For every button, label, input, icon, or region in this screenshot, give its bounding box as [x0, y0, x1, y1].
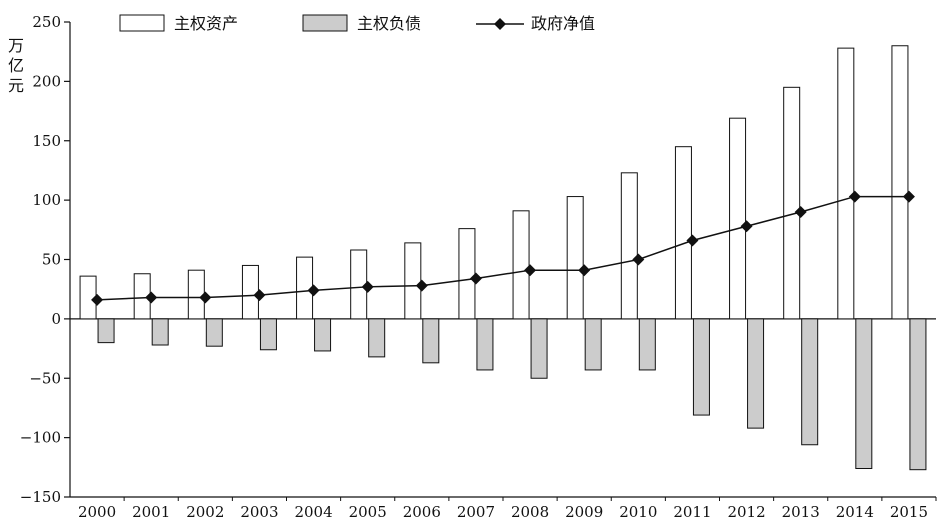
- asset-bar: [783, 86, 801, 320]
- x-tick-label: 2007: [457, 503, 495, 520]
- y-tick-label: −150: [20, 488, 61, 506]
- net-worth-point: [199, 291, 212, 304]
- debt-bar: [909, 318, 927, 471]
- debt-bar: [97, 318, 115, 344]
- asset-bar: [837, 47, 855, 320]
- debt-bar: [638, 318, 656, 371]
- axes: −150 −100 −50 0 50 100 150 200 250 万亿元 2000 2001 200…: [8, 13, 937, 520]
- x-tick-label: 2000: [78, 503, 116, 520]
- x-tick-label: 2004: [294, 503, 332, 520]
- x-tick-label: 2002: [186, 503, 224, 520]
- net-worth-point: [91, 293, 104, 306]
- net-worth-point: [524, 264, 537, 277]
- debt-bar: [205, 318, 223, 347]
- asset-bar: [241, 264, 259, 320]
- net-worth-point: [361, 280, 374, 293]
- net-worth-series-line: [97, 195, 909, 301]
- y-tick-label: 0: [51, 310, 61, 328]
- debt-bar: [801, 318, 819, 446]
- net-worth-point: [848, 190, 861, 203]
- y-tick-label: −50: [29, 369, 61, 387]
- net-worth-point: [145, 291, 158, 304]
- net-worth-point: [686, 234, 699, 247]
- y-tick-label: 200: [32, 72, 61, 90]
- debt-bar: [855, 318, 873, 469]
- bars: [79, 45, 927, 471]
- net-worth-point: [740, 220, 753, 233]
- x-tick-label: 2008: [511, 503, 549, 520]
- asset-bar: [566, 196, 584, 320]
- x-tick-label: 2012: [727, 503, 765, 520]
- x-tick-label: 2011: [673, 503, 711, 520]
- x-tick-label: 2010: [619, 503, 657, 520]
- y-tick-label: 150: [32, 132, 61, 150]
- legend: 主权资产 主权负债 政府净值: [119, 14, 595, 33]
- asset-bar: [620, 172, 638, 320]
- net-worth-point: [469, 272, 482, 285]
- net-worth-point: [578, 264, 591, 277]
- net-worth-point: [253, 289, 266, 302]
- debt-bar: [314, 318, 332, 352]
- legend-asset-label: 主权资产: [174, 14, 238, 33]
- debt-bar: [151, 318, 169, 346]
- asset-bar: [891, 45, 909, 320]
- net-worth-point: [415, 279, 428, 292]
- legend-debt-swatch: [302, 14, 348, 32]
- legend-net-marker: [494, 18, 506, 30]
- net-worth-point: [307, 284, 320, 297]
- net-worth-line: [91, 190, 915, 306]
- asset-bar: [512, 210, 530, 320]
- x-tick-label: 2003: [240, 503, 278, 520]
- y-tick-label: −100: [20, 429, 61, 447]
- asset-bar: [729, 117, 747, 320]
- x-tick-label: 2001: [132, 503, 170, 520]
- debt-bar: [747, 318, 765, 429]
- legend-asset-swatch: [119, 14, 165, 32]
- y-tick-label: 100: [32, 191, 61, 209]
- debt-bar: [422, 318, 440, 364]
- debt-bar: [259, 318, 277, 351]
- asset-bar: [674, 146, 692, 320]
- net-worth-point: [794, 206, 807, 218]
- debt-bar: [476, 318, 494, 371]
- debt-bar: [530, 318, 548, 379]
- y-tick-label: 250: [32, 13, 61, 31]
- x-tick-label: 2014: [836, 503, 874, 520]
- net-worth-point: [632, 253, 645, 266]
- x-tick-label: 2005: [349, 503, 387, 520]
- asset-bar: [404, 242, 422, 320]
- x-tick-label: 2009: [565, 503, 603, 520]
- x-tick-label: 2006: [403, 503, 441, 520]
- y-axis-label: 万亿元: [8, 36, 24, 95]
- debt-bar: [692, 318, 710, 416]
- x-tick-label: 2015: [890, 503, 928, 520]
- asset-bar: [458, 228, 476, 320]
- legend-debt-label: 主权负债: [357, 14, 421, 33]
- x-tick-label: 2013: [782, 503, 820, 520]
- asset-bar: [187, 269, 205, 320]
- debt-bar: [368, 318, 386, 358]
- y-tick-label: 50: [42, 251, 61, 269]
- debt-bar: [584, 318, 602, 371]
- net-worth-point: [902, 190, 915, 203]
- legend-net-label: 政府净值: [531, 14, 595, 33]
